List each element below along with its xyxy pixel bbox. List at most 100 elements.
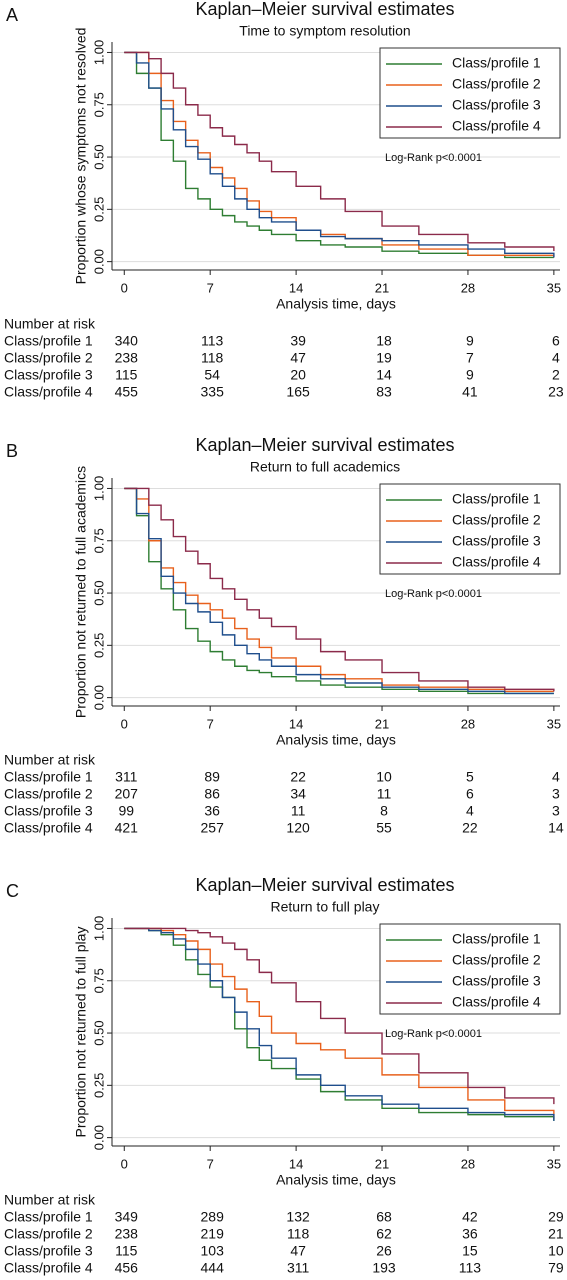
risk-value: 47 <box>290 1243 306 1259</box>
risk-value: 83 <box>376 384 392 400</box>
survival-curve <box>124 51 555 258</box>
chart-title: Kaplan–Meier survival estimates <box>195 0 454 19</box>
risk-row-label: Class/profile 3 <box>4 367 93 383</box>
risk-value: 23 <box>548 384 564 400</box>
y-tick-label: 0.00 <box>91 685 106 710</box>
risk-table-title: Number at risk <box>4 752 96 768</box>
risk-value: 103 <box>201 1243 225 1259</box>
risk-value: 118 <box>287 1226 310 1242</box>
risk-row-label: Class/profile 2 <box>4 350 93 366</box>
risk-value: 55 <box>376 820 392 836</box>
risk-value: 99 <box>118 803 134 819</box>
risk-value: 3 <box>552 786 560 802</box>
risk-value: 219 <box>201 1226 225 1242</box>
risk-value: 132 <box>286 1209 310 1225</box>
risk-value: 335 <box>201 384 225 400</box>
y-tick-label: 1.00 <box>91 40 106 65</box>
risk-value: 11 <box>377 786 392 802</box>
survival-curve <box>124 487 554 693</box>
legend-label: Class/profile 2 <box>452 952 541 968</box>
risk-value: 340 <box>115 333 139 349</box>
x-tick-label: 0 <box>121 280 128 295</box>
risk-value: 86 <box>204 786 220 802</box>
risk-value: 257 <box>201 820 225 836</box>
annotation: Log-Rank p<0.0001 <box>385 1028 482 1040</box>
risk-value: 444 <box>201 1260 225 1276</box>
risk-value: 20 <box>290 367 306 383</box>
y-axis-label: Proportion not returned to full academic… <box>73 466 89 718</box>
risk-value: 15 <box>462 1243 478 1259</box>
x-axis-label: Analysis time, days <box>276 732 396 748</box>
risk-value: 7 <box>466 350 474 366</box>
x-tick-label: 28 <box>461 1156 475 1171</box>
risk-value: 2 <box>552 367 560 383</box>
risk-value: 113 <box>201 333 224 349</box>
y-tick-label: 1.00 <box>91 916 106 941</box>
y-tick-label: 0.00 <box>91 1125 106 1150</box>
panel-label: C <box>6 881 19 901</box>
x-tick-label: 21 <box>375 280 389 295</box>
x-tick-label: 7 <box>207 716 214 731</box>
x-tick-label: 21 <box>375 716 389 731</box>
risk-value: 14 <box>376 367 392 383</box>
chart-title: Kaplan–Meier survival estimates <box>195 435 454 455</box>
y-tick-label: 0.25 <box>91 197 106 222</box>
risk-value: 3 <box>552 803 560 819</box>
risk-value: 5 <box>466 769 474 785</box>
y-tick-label: 0.00 <box>91 249 106 274</box>
y-tick-label: 0.25 <box>91 1073 106 1098</box>
risk-value: 9 <box>466 367 474 383</box>
x-tick-label: 21 <box>375 1156 389 1171</box>
survival-curve <box>124 927 555 1121</box>
panel: A Kaplan–Meier survival estimates Time to … <box>4 0 564 400</box>
risk-value: 4 <box>552 769 560 785</box>
chart-title: Kaplan–Meier survival estimates <box>195 875 454 895</box>
legend-label: Class/profile 2 <box>452 76 541 92</box>
survival-curve <box>124 927 555 1119</box>
risk-value: 36 <box>462 1226 478 1242</box>
risk-table-title: Number at risk <box>4 316 96 332</box>
risk-value: 115 <box>115 367 138 383</box>
panel-label: B <box>6 441 18 461</box>
legend-label: Class/profile 4 <box>452 994 541 1010</box>
risk-row-label: Class/profile 4 <box>4 820 93 836</box>
legend-label: Class/profile 3 <box>452 973 541 989</box>
legend-label: Class/profile 1 <box>452 491 541 507</box>
y-axis-label: Proportion not returned to full play <box>73 927 89 1138</box>
y-axis-label: Proportion whose symptoms not resolved <box>73 28 89 285</box>
x-tick-label: 35 <box>547 280 561 295</box>
risk-value: 26 <box>376 1243 392 1259</box>
risk-value: 54 <box>204 367 220 383</box>
x-tick-label: 0 <box>121 1156 128 1171</box>
survival-curve <box>124 927 555 1121</box>
risk-value: 115 <box>115 1243 138 1259</box>
risk-row-label: Class/profile 3 <box>4 1243 93 1259</box>
risk-value: 113 <box>459 1260 482 1276</box>
risk-value: 41 <box>462 384 478 400</box>
survival-curve <box>124 487 554 695</box>
risk-value: 193 <box>372 1260 396 1276</box>
risk-row-label: Class/profile 4 <box>4 1260 93 1276</box>
y-tick-label: 0.50 <box>91 144 106 169</box>
risk-value: 89 <box>204 769 220 785</box>
risk-value: 349 <box>115 1209 139 1225</box>
annotation: Log-Rank p<0.0001 <box>385 152 482 164</box>
risk-value: 79 <box>548 1260 564 1276</box>
risk-row-label: Class/profile 2 <box>4 786 93 802</box>
risk-value: 19 <box>376 350 392 366</box>
risk-row-label: Class/profile 1 <box>4 769 93 785</box>
risk-value: 29 <box>548 1209 564 1225</box>
risk-value: 68 <box>376 1209 392 1225</box>
risk-value: 39 <box>290 333 306 349</box>
legend-label: Class/profile 3 <box>452 533 541 549</box>
panel: C Kaplan–Meier survival estimates Return t… <box>4 875 564 1276</box>
x-tick-label: 0 <box>121 716 128 731</box>
risk-value: 421 <box>115 820 139 836</box>
risk-value: 456 <box>115 1260 139 1276</box>
x-tick-label: 35 <box>547 716 561 731</box>
risk-value: 22 <box>462 820 478 836</box>
risk-value: 36 <box>204 803 220 819</box>
y-tick-label: 0.50 <box>91 580 106 605</box>
risk-value: 47 <box>290 350 306 366</box>
